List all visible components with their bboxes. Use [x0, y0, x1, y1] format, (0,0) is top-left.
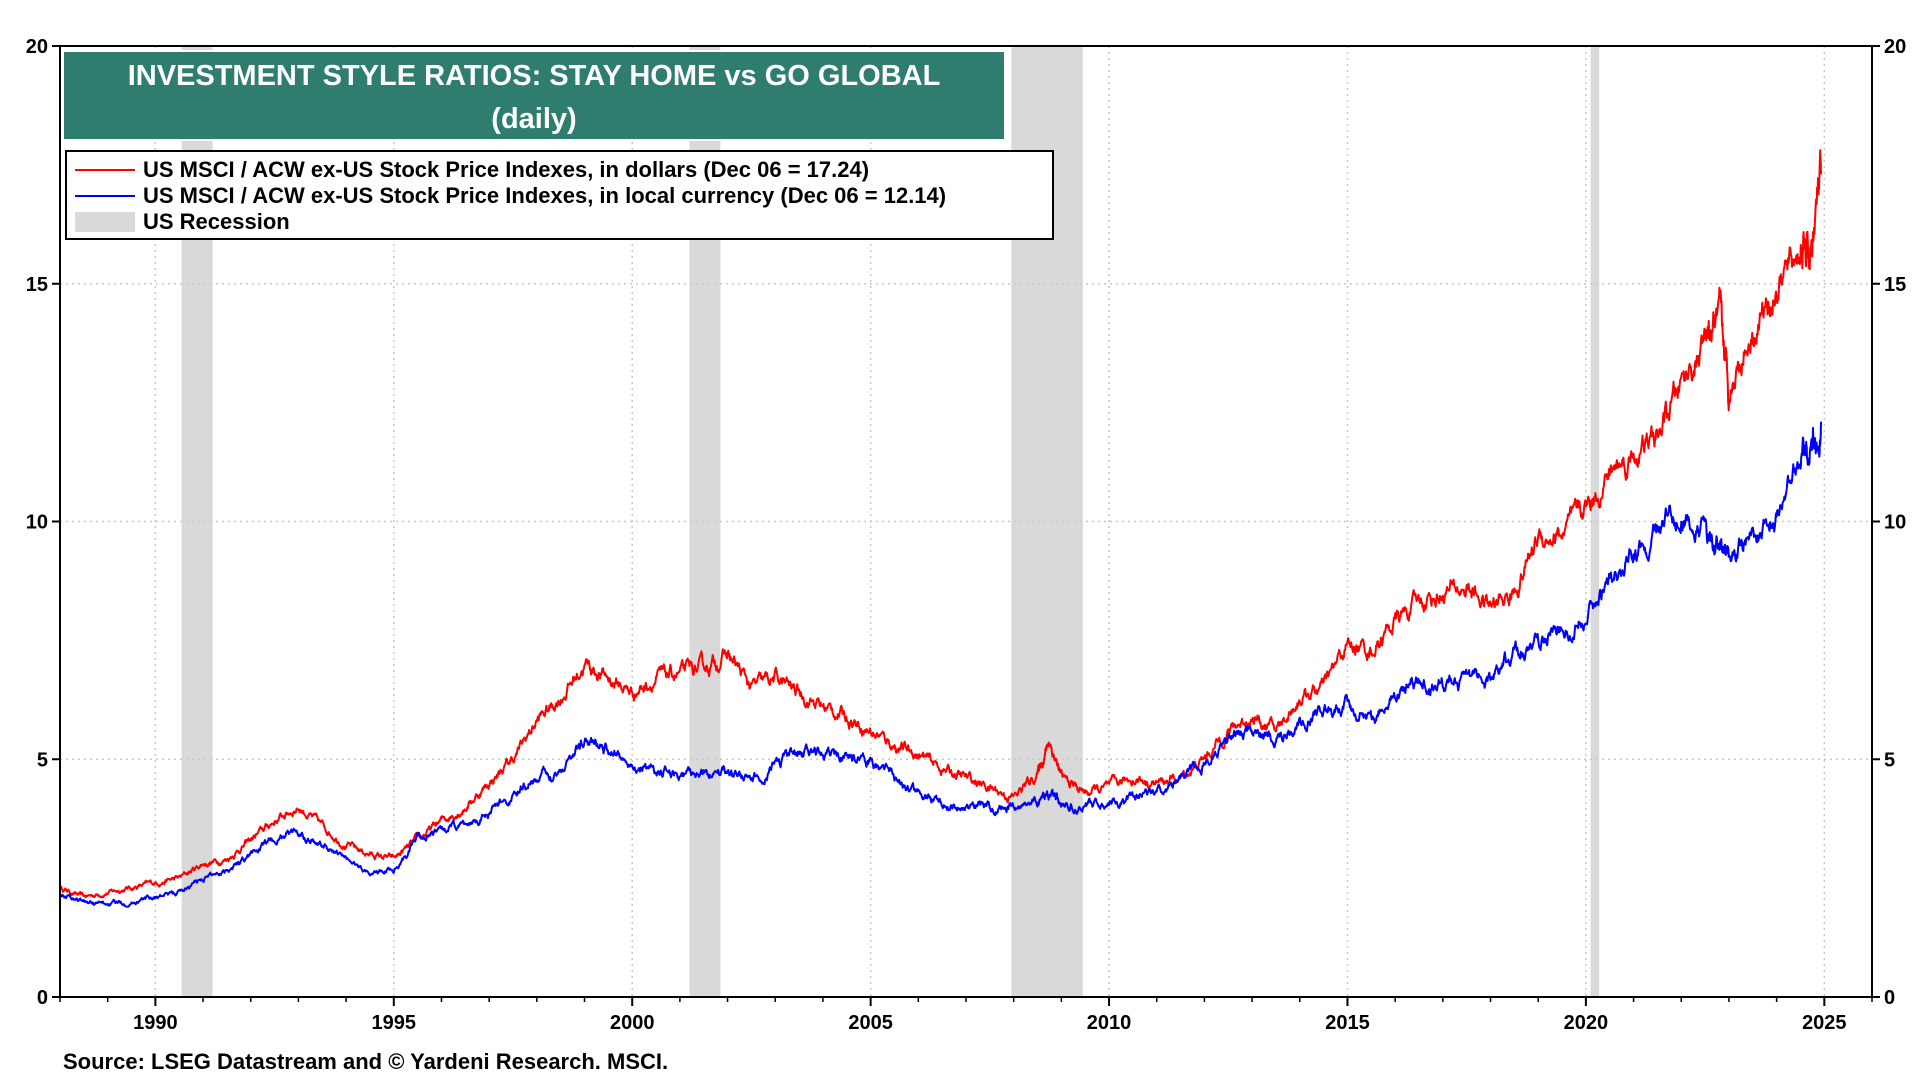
x-tick-label-2015: 2015	[1325, 1012, 1370, 1034]
y-tick-label-left-20: 20	[26, 36, 48, 58]
y-tick-label-left-10: 10	[26, 512, 48, 534]
x-tick-label-2020: 2020	[1564, 1012, 1609, 1034]
source-note: Source: LSEG Datastream and © Yardeni Re…	[63, 1049, 669, 1074]
grid-lines	[60, 46, 1872, 997]
legend-swatch-local	[75, 195, 135, 197]
x-tick-label-2010: 2010	[1087, 1012, 1132, 1034]
y-tick-label-right-10: 10	[1884, 512, 1906, 534]
series-dollars	[59, 149, 1822, 899]
y-tick-label-right-0: 0	[1884, 987, 1895, 1009]
x-tick-label-1995: 1995	[372, 1012, 417, 1034]
recession-band-3	[1590, 46, 1600, 997]
x-tick-label-1990: 1990	[133, 1012, 178, 1034]
y-tick-label-right-5: 5	[1884, 749, 1895, 771]
legend: US MSCI / ACW ex-US Stock Price Indexes,…	[65, 150, 1054, 240]
line-dollars	[59, 149, 1822, 899]
y-tick-label-left-5: 5	[37, 749, 48, 771]
x-tick-label-2025: 2025	[1802, 1012, 1847, 1034]
legend-swatch-recession	[75, 212, 135, 232]
y-tick-label-left-15: 15	[26, 274, 48, 296]
legend-item-dollars: US MSCI / ACW ex-US Stock Price Indexes,…	[75, 157, 869, 183]
legend-swatch-dollars	[75, 169, 135, 171]
series-local	[59, 421, 1822, 908]
x-tick-label-2000: 2000	[610, 1012, 655, 1034]
legend-label-recession: US Recession	[143, 209, 290, 234]
legend-item-recession: US Recession	[75, 209, 290, 235]
y-tick-label-left-0: 0	[37, 987, 48, 1009]
x-tick-label-2005: 2005	[848, 1012, 893, 1034]
line-local	[59, 421, 1822, 908]
legend-label-local: US MSCI / ACW ex-US Stock Price Indexes,…	[143, 183, 947, 208]
chart-title-line2: (daily)	[491, 103, 577, 135]
y-tick-label-right-20: 20	[1884, 36, 1906, 58]
x-axis: 1990 1995 2000 2005 2010 2015 2020 2025	[59, 997, 1873, 1034]
legend-label-dollars: US MSCI / ACW ex-US Stock Price Indexes,…	[143, 157, 870, 182]
chart-title: INVESTMENT STYLE RATIOS: STAY HOME vs GO…	[62, 50, 1006, 141]
chart-title-line1: INVESTMENT STYLE RATIOS: STAY HOME vs GO…	[127, 60, 941, 92]
legend-item-local: US MSCI / ACW ex-US Stock Price Indexes,…	[75, 183, 946, 209]
y-axis-right: 0 5 10 15 20	[1872, 36, 1906, 1009]
y-tick-label-right-15: 15	[1884, 274, 1906, 296]
y-axis-left: 0 5 10 15 20	[26, 36, 60, 1009]
